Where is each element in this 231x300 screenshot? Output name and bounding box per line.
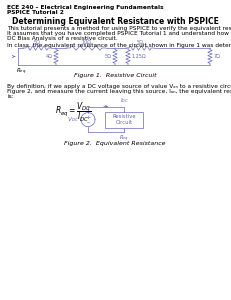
Text: Figure 1.  Resistive Circuit: Figure 1. Resistive Circuit	[74, 73, 156, 78]
Text: PSPICE Tutorial 2: PSPICE Tutorial 2	[7, 10, 64, 15]
Text: $R_{eq}$: $R_{eq}$	[119, 134, 129, 144]
Text: Determining Equivalent Resistance with PSPICE: Determining Equivalent Resistance with P…	[12, 17, 219, 26]
Text: By definition, if we apply a DC voltage source of value Vₐₙ to a resistive circu: By definition, if we apply a DC voltage …	[7, 84, 231, 89]
Text: 5Ω: 5Ω	[33, 40, 40, 45]
FancyBboxPatch shape	[105, 112, 143, 127]
Text: Resistive
Circuit: Resistive Circuit	[112, 114, 136, 125]
Text: In class, the equivalent resistance of the circuit shown in Figure 1 was determi: In class, the equivalent resistance of t…	[7, 43, 231, 48]
Text: +: +	[85, 115, 91, 120]
Text: ECE 240 – Electrical Engineering Fundamentals: ECE 240 – Electrical Engineering Fundame…	[7, 5, 164, 10]
Text: It assumes that you have completed PSPICE Tutorial 1 and understand how to perfo: It assumes that you have completed PSPIC…	[7, 31, 231, 36]
Text: $R_{eq}$: $R_{eq}$	[16, 67, 27, 77]
Text: Figure 2.  Equivalent Resistance: Figure 2. Equivalent Resistance	[64, 141, 166, 146]
Text: $V_{DC}$: $V_{DC}$	[67, 115, 79, 124]
Text: 1.25Ω: 1.25Ω	[131, 54, 146, 59]
Text: 5Ω: 5Ω	[137, 40, 143, 45]
Text: 7Ω: 7Ω	[213, 54, 220, 59]
Text: 10Ω: 10Ω	[81, 40, 91, 45]
Text: 4Ω: 4Ω	[46, 54, 52, 59]
Text: This tutorial presents a method for using PSPICE to verify the equivalent resist: This tutorial presents a method for usin…	[7, 26, 231, 31]
Text: $I_{DC}$: $I_{DC}$	[119, 96, 128, 105]
Text: –: –	[86, 119, 90, 125]
Text: $R_{eq} = \dfrac{V_{DC}}{I_{DC}}$: $R_{eq} = \dfrac{V_{DC}}{I_{DC}}$	[55, 100, 92, 124]
Text: DC Bias Analysis of a resistive circuit.: DC Bias Analysis of a resistive circuit.	[7, 36, 118, 41]
Text: is:: is:	[7, 94, 14, 99]
Text: 5Ω: 5Ω	[105, 54, 112, 59]
Text: Figure 2, and measure the current leaving this source, Iₐₙ, the equivalent resis: Figure 2, and measure the current leavin…	[7, 89, 231, 94]
